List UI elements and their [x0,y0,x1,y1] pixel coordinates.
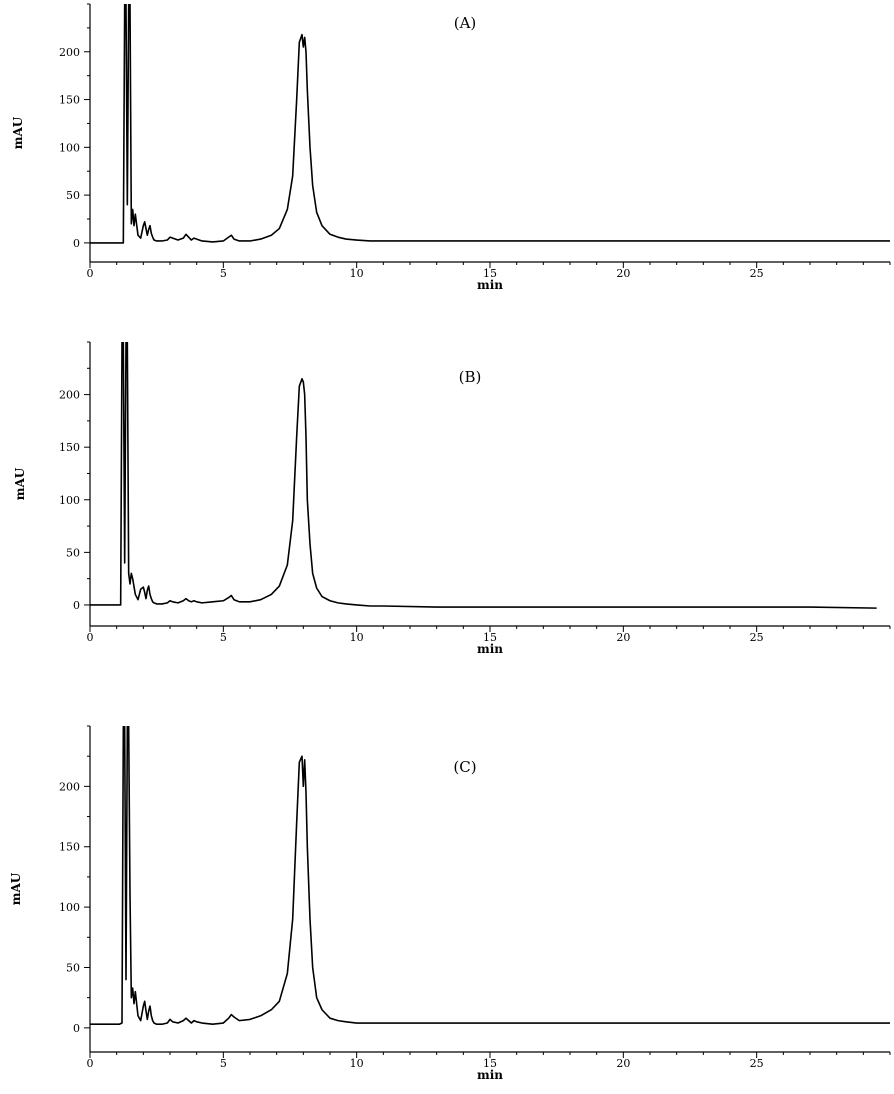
y-tick-label: 200 [59,46,80,59]
x-axis-label: min [477,1068,503,1082]
chromatogram-trace [90,726,890,1026]
panel-label: (A) [454,14,477,32]
x-tick-label: 10 [350,1057,364,1070]
y-axis-label: mAU [9,872,23,905]
x-tick-label: 15 [483,1057,497,1070]
x-tick-label: 5 [220,631,227,644]
chart-panel-2: 0 50 100 150 200 0 5 10 15 20 25 min mAU (B) [13,341,891,656]
y-tick-label: 0 [73,237,80,250]
panel-label: (C) [453,758,476,776]
y-tick-label: 150 [59,841,80,854]
x-tick-label: 15 [483,631,497,644]
x-tick-label: 10 [350,631,364,644]
chart-panel-3: 0 50 100 150 200 0 5 10 15 20 25 min mAU (C) [9,725,891,1082]
x-tick-label: 20 [616,631,630,644]
y-tick-label: 50 [66,961,80,974]
x-tick-label: 25 [750,1057,764,1070]
y-tick-label: 200 [59,780,80,793]
y-tick-label: 150 [59,94,80,107]
x-tick-label: 0 [87,1057,94,1070]
x-axis-label: min [477,278,503,292]
x-tick-label: 20 [616,1057,630,1070]
chromatogram-trace [90,4,890,244]
y-tick-label: 150 [59,441,80,454]
x-tick-label: 25 [750,267,764,280]
y-tick-label: 100 [59,141,80,154]
chromatogram-trace [90,342,877,609]
y-tick-label: 200 [59,389,80,402]
x-axis-label: min [477,642,503,656]
panel-label: (B) [459,368,482,386]
y-tick-label: 0 [73,1022,80,1035]
y-tick-label: 0 [73,599,80,612]
y-tick-label: 100 [59,901,80,914]
x-tick-label: 5 [220,1057,227,1070]
x-tick-label: 15 [483,267,497,280]
y-axis-label: mAU [13,467,27,500]
y-tick-label: 100 [59,494,80,507]
y-tick-label: 50 [66,189,80,202]
x-tick-label: 0 [87,267,94,280]
x-tick-label: 0 [87,631,94,644]
x-tick-label: 5 [220,267,227,280]
y-axis-label: mAU [11,116,25,149]
x-tick-label: 10 [350,267,364,280]
x-tick-label: 20 [616,267,630,280]
chart-panel-1: 0 50 100 150 200 0 5 10 15 20 25 min mAU (A) [11,3,891,292]
x-tick-label: 25 [750,631,764,644]
y-tick-label: 50 [66,546,80,559]
